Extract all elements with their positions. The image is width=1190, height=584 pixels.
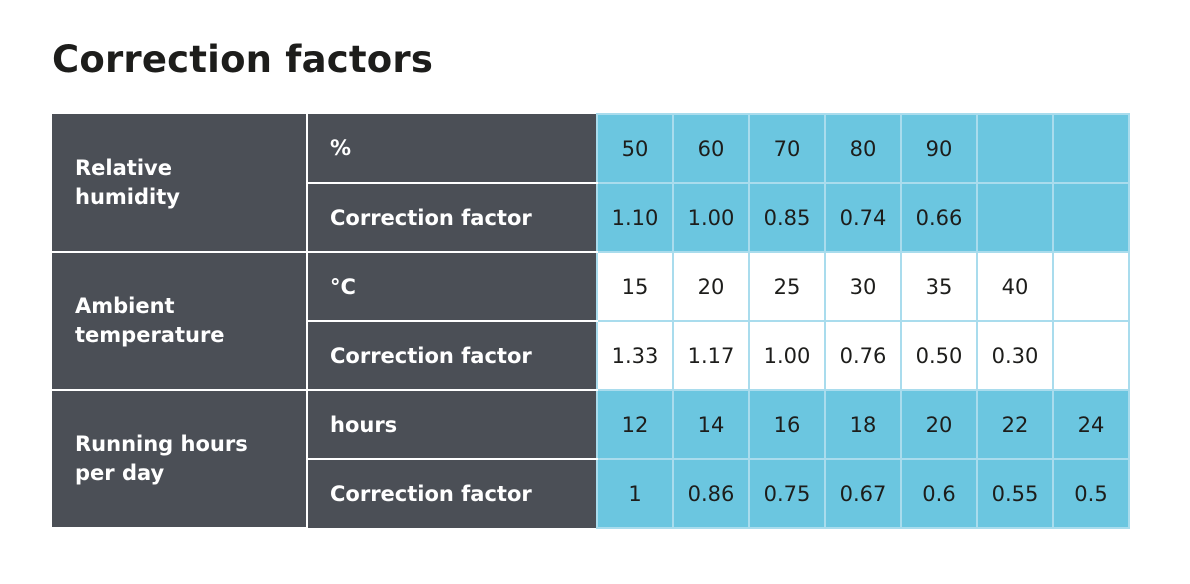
table-cell: 15 bbox=[596, 251, 674, 322]
table-cell: 30 bbox=[824, 251, 902, 322]
group-label: Running hours per day bbox=[52, 390, 308, 529]
table-cell: 80 bbox=[824, 113, 902, 184]
table-cell: 0.74 bbox=[824, 182, 902, 253]
table-cell: 50 bbox=[596, 113, 674, 184]
table-cell: 20 bbox=[672, 251, 750, 322]
table-cell bbox=[1052, 251, 1130, 322]
row-label: °C bbox=[307, 252, 597, 322]
table-cell: 0.5 bbox=[1052, 458, 1130, 529]
table-cell bbox=[1052, 320, 1130, 391]
table-cell: 0.76 bbox=[824, 320, 902, 391]
table-cell: 0.30 bbox=[976, 320, 1054, 391]
table-row: Relative humidity% 50 60 70 80 90 bbox=[52, 113, 1130, 253]
table-cell: 40 bbox=[976, 251, 1054, 322]
row-label: Correction factor bbox=[307, 321, 597, 391]
table-cell: 0.86 bbox=[672, 458, 750, 529]
row-label: Correction factor bbox=[307, 459, 597, 528]
row-label: % bbox=[307, 114, 597, 184]
table-cell: 1.10 bbox=[596, 182, 674, 253]
table-cell bbox=[1052, 182, 1130, 253]
table-row: Correction factor 1.10 1.00 0.85 0.74 0.66 bbox=[52, 182, 1130, 253]
table-row: Correction factor 1.33 1.17 1.00 0.76 0.50 0.3… bbox=[52, 320, 1130, 391]
table-cell: 1.17 bbox=[672, 320, 750, 391]
table-cell: 0.50 bbox=[900, 320, 978, 391]
table-cell: 22 bbox=[976, 389, 1054, 460]
table-cell: 0.55 bbox=[976, 458, 1054, 529]
correction-factors-table: Relative humidity% 50 60 70 80 90 Correction f… bbox=[52, 113, 1130, 529]
table-row: Running hours per day hours 12 14 16 18 20 22 24 bbox=[52, 389, 1130, 529]
table-cell: 1.00 bbox=[672, 182, 750, 253]
table-row: Ambient temperature °C 15 20 25 30 35 40 bbox=[52, 251, 1130, 391]
table-cell: 24 bbox=[1052, 389, 1130, 460]
table-cell: 35 bbox=[900, 251, 978, 322]
table-cell: 1.33 bbox=[596, 320, 674, 391]
row-label: Correction factor bbox=[307, 183, 597, 253]
table-row: Correction factor 1 0.86 0.75 0.67 0.6 0.55 0.5 bbox=[52, 458, 1130, 529]
table-cell bbox=[976, 113, 1054, 184]
table-cell: 20 bbox=[900, 389, 978, 460]
table-cell: 0.66 bbox=[900, 182, 978, 253]
table-cell: 0.75 bbox=[748, 458, 826, 529]
table-cell: 12 bbox=[596, 389, 674, 460]
table-cell: 1 bbox=[596, 458, 674, 529]
table-cell: 18 bbox=[824, 389, 902, 460]
table-cell: 90 bbox=[900, 113, 978, 184]
table-cell: 60 bbox=[672, 113, 750, 184]
table-cell: 25 bbox=[748, 251, 826, 322]
table-cell: 0.67 bbox=[824, 458, 902, 529]
table-cell: 1.00 bbox=[748, 320, 826, 391]
table-cell: 14 bbox=[672, 389, 750, 460]
row-label: hours bbox=[307, 390, 597, 460]
group-label: Ambient temperature bbox=[52, 252, 308, 391]
table-cell: 0.85 bbox=[748, 182, 826, 253]
table-cell bbox=[976, 182, 1054, 253]
table-cell: 70 bbox=[748, 113, 826, 184]
table-cell: 16 bbox=[748, 389, 826, 460]
table-cell bbox=[1052, 113, 1130, 184]
group-label: Relative humidity bbox=[52, 114, 308, 253]
page-title: Correction factors bbox=[52, 38, 434, 81]
table-cell: 0.6 bbox=[900, 458, 978, 529]
